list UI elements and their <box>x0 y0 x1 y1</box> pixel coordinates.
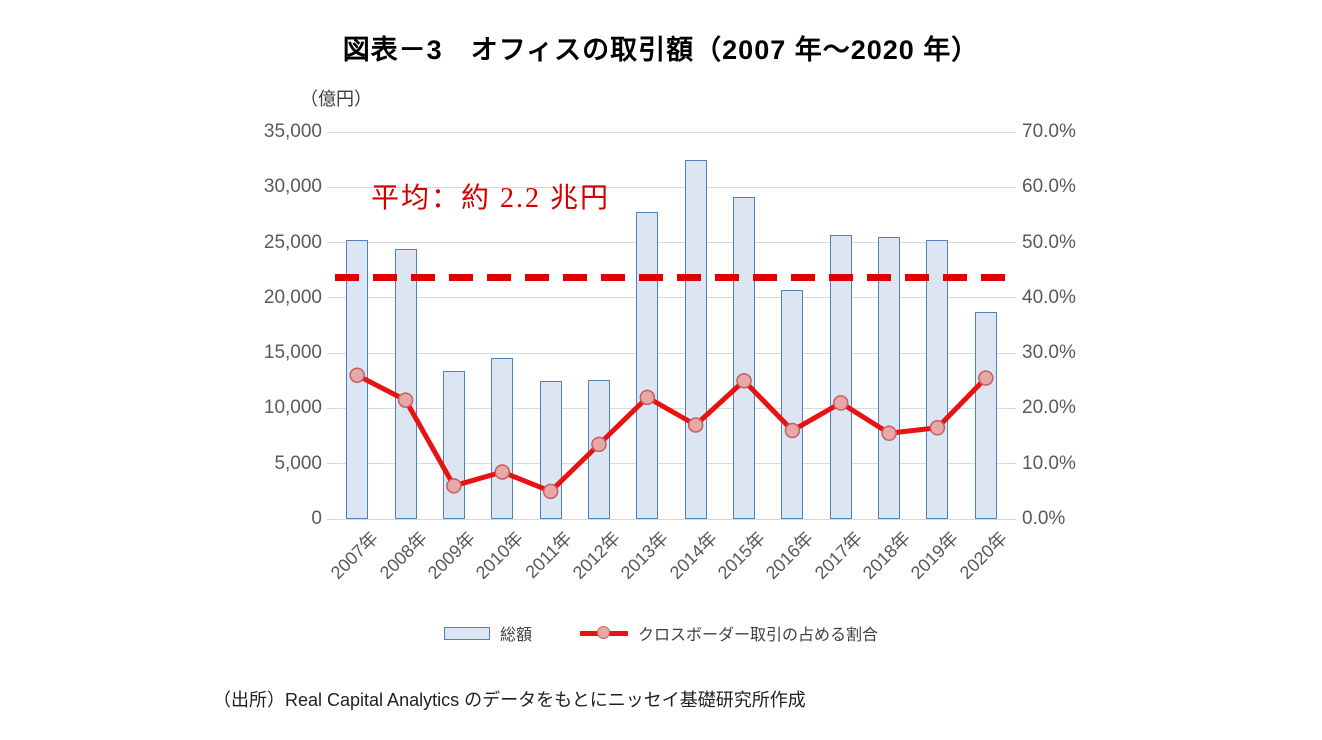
average-line <box>335 274 1010 282</box>
gridline <box>327 131 1016 133</box>
legend-line-swatch <box>580 626 628 640</box>
line-path <box>354 372 989 494</box>
legend-bar-label: 総額 <box>499 627 532 644</box>
y-axis-right-tick: 60.0% <box>1022 176 1076 198</box>
bar-2017年 <box>829 234 852 519</box>
y-axis-left-tick: 30,000 <box>263 176 322 198</box>
legend: 総額 クロスボーダー取引の占める割合 <box>0 620 1322 646</box>
x-axis-tick-2012年: 2012年 <box>568 527 624 584</box>
y-axis-left-tick: 35,000 <box>263 121 322 142</box>
line-marker-2009年 <box>446 478 462 494</box>
y-axis-unit-label: （億円） <box>300 89 372 109</box>
line-marker-2012年 <box>591 436 607 453</box>
bar-2013年 <box>636 211 659 519</box>
y-axis-left-tick: 20,000 <box>263 286 322 308</box>
line-marker-2013年 <box>639 389 656 406</box>
legend-line-label: クロスボーダー取引の占める割合 <box>638 627 879 644</box>
line-marker-2016年 <box>784 422 801 439</box>
x-axis-tick-2007年: 2007年 <box>326 527 383 584</box>
bar-2016年 <box>781 290 804 519</box>
source-note: （出所）Real Capital Analytics のデータをもとにニッセイ基… <box>213 690 806 710</box>
y-axis-right-tick: 70.0% <box>1022 121 1076 142</box>
x-axis-tick-2020年: 2020年 <box>955 527 1011 584</box>
legend-line-marker-icon <box>597 626 610 639</box>
x-axis-tick-2019年: 2019年 <box>907 527 963 584</box>
x-axis-tick-2015年: 2015年 <box>713 527 770 584</box>
line-marker-2019年 <box>929 420 946 436</box>
line-marker-2011年 <box>542 483 559 500</box>
line-marker-2020年 <box>978 370 994 386</box>
gridline <box>327 463 1016 465</box>
legend-bar-swatch <box>443 626 490 640</box>
line-marker-2014年 <box>687 417 704 433</box>
chart-title: 図表－3 オフィスの取引額（2007 年～2020 年） <box>342 35 980 65</box>
y-axis-right-tick: 40.0% <box>1022 286 1076 308</box>
line-marker-2015年 <box>736 373 752 389</box>
y-axis-left-tick: 10,000 <box>263 397 322 419</box>
gridline <box>327 352 1016 354</box>
line-marker-2017年 <box>833 395 849 411</box>
plot-area: 平均：約 2.2 兆円 <box>327 131 1016 520</box>
y-axis-left-tick: 25,000 <box>263 231 322 253</box>
x-axis-labels: 2007年 2008年 2009年 2010年 2011年 2012年 2013年 2014年… <box>327 525 1011 595</box>
x-axis-tick-2018年: 2018年 <box>858 527 915 584</box>
y-axis-right-tick: 30.0% <box>1022 342 1076 364</box>
gridline <box>327 518 1016 520</box>
x-axis-tick-2016年: 2016年 <box>762 527 818 584</box>
x-axis-tick-2008年: 2008年 <box>375 527 431 584</box>
line-series <box>349 367 994 500</box>
y-axis-left-tick: 0 <box>311 508 322 529</box>
bar-2008年 <box>394 249 417 519</box>
x-axis-tick-2013年: 2013年 <box>617 527 673 584</box>
gridline <box>327 186 1016 188</box>
y-axis-right: 0.0% 10.0% 20.0% 30.0% 40.0% 50.0% 60.0% 70.0% <box>1022 121 1122 529</box>
x-axis-tick-2010年: 2010年 <box>472 527 528 584</box>
bar-2020年 <box>974 312 997 519</box>
y-axis-left-tick: 15,000 <box>263 342 322 364</box>
line-marker-2007年 <box>349 367 365 384</box>
y-axis-right-tick: 50.0% <box>1022 231 1076 253</box>
average-annotation: 平均：約 2.2 兆円 <box>371 183 611 214</box>
gridline <box>327 297 1016 299</box>
y-axis-right-tick: 0.0% <box>1022 508 1066 529</box>
line-marker-2008年 <box>397 392 414 408</box>
x-axis-tick-2009年: 2009年 <box>423 527 479 584</box>
y-axis-right-tick: 20.0% <box>1022 397 1076 419</box>
x-axis-tick-2017年: 2017年 <box>810 527 866 584</box>
y-axis-right-tick: 10.0% <box>1022 452 1076 474</box>
bar-2010年 <box>491 357 514 519</box>
bar-2018年 <box>878 237 901 519</box>
x-axis-tick-2014年: 2014年 <box>665 527 721 584</box>
line-marker-2018年 <box>881 425 897 442</box>
y-axis-left: 0 5,000 10,000 15,000 20,000 25,000 30,000 35,0… <box>0 121 322 529</box>
line-marker-2010年 <box>494 464 510 480</box>
x-axis-tick-2011年: 2011年 <box>521 527 576 583</box>
bar-2019年 <box>926 240 949 519</box>
gridline <box>327 242 1016 244</box>
y-axis-left-tick: 5,000 <box>274 452 322 474</box>
